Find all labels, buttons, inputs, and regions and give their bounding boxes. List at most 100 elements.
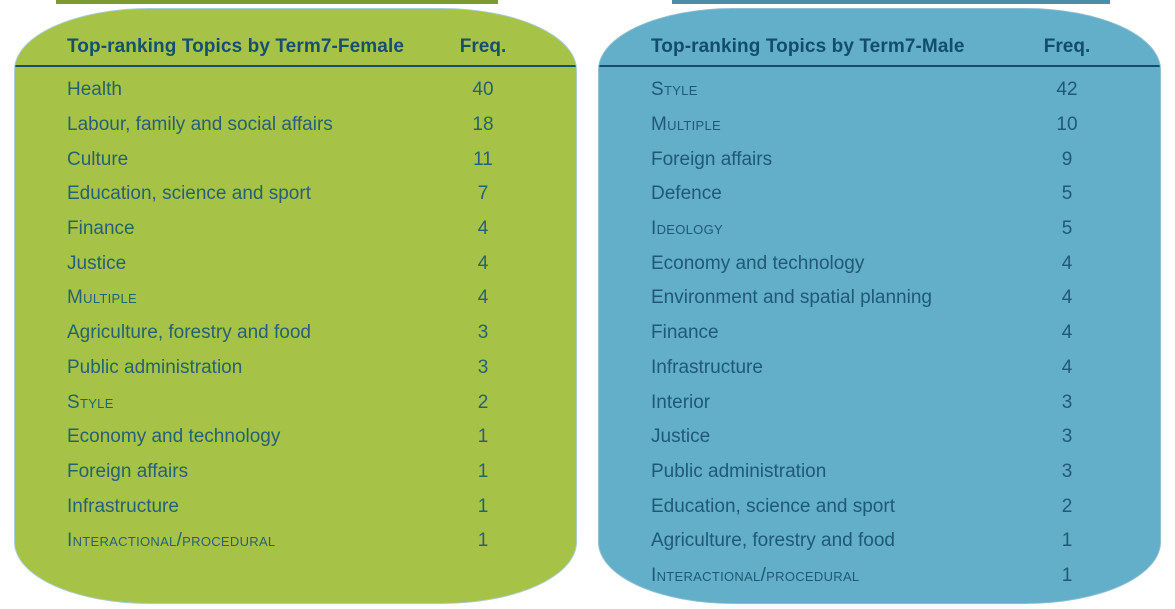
- freq-value: 1: [1061, 564, 1073, 586]
- freq-value: 5: [1061, 218, 1073, 240]
- table-row: Style 2: [15, 385, 576, 420]
- table-title: Top-ranking Topics by Term7-Male: [651, 36, 965, 57]
- topic-label: Style: [651, 79, 698, 101]
- table-row: Finance 4: [15, 212, 576, 247]
- table-row: Culture 11: [15, 142, 576, 177]
- table-row: Labour, family and social affairs 18: [15, 108, 576, 143]
- freq-value: 4: [477, 218, 489, 240]
- table-row: Ideology 5: [599, 212, 1160, 247]
- table-row: Defence 5: [599, 177, 1160, 212]
- freq-value: 4: [1061, 322, 1073, 344]
- topic-label: Public administration: [67, 356, 243, 378]
- freq-value: 4: [1061, 356, 1073, 378]
- freq-column-header: Freq.: [459, 36, 507, 57]
- freq-value: 3: [477, 322, 489, 344]
- freq-value: 9: [1061, 148, 1073, 170]
- topic-label: Finance: [67, 218, 135, 240]
- table-row: Multiple 4: [15, 281, 576, 316]
- topic-label: Education, science and sport: [67, 183, 311, 205]
- freq-value: 18: [472, 114, 494, 136]
- topic-label: Finance: [651, 322, 719, 344]
- table-row: Economy and technology 4: [599, 246, 1160, 281]
- header-divider: [15, 65, 576, 67]
- freq-value: 3: [477, 356, 489, 378]
- table-row: Public administration 3: [15, 351, 576, 386]
- cropped-strip-left: [56, 0, 498, 4]
- topic-label: Foreign affairs: [651, 148, 773, 170]
- freq-value: 3: [1061, 426, 1073, 448]
- freq-value: 3: [1061, 391, 1073, 413]
- freq-value: 4: [477, 287, 489, 309]
- topic-label: Culture: [67, 148, 129, 170]
- freq-value: 1: [1061, 530, 1073, 552]
- topic-label: Health: [67, 79, 122, 101]
- table-row: Education, science and sport 2: [599, 489, 1160, 524]
- freq-column-header: Freq.: [1043, 36, 1091, 57]
- header-divider: [599, 65, 1160, 67]
- freq-value: 4: [1061, 287, 1073, 309]
- table-row: Foreign affairs 1: [15, 455, 576, 490]
- freq-value: 2: [1061, 495, 1073, 517]
- topic-label: Style: [67, 391, 114, 413]
- table-row: Infrastructure 1: [15, 489, 576, 524]
- topic-label: Economy and technology: [651, 252, 865, 274]
- topic-label: Interior: [651, 391, 711, 413]
- freq-value: 1: [477, 495, 489, 517]
- topic-label: Justice: [67, 252, 127, 274]
- topic-label: Justice: [651, 426, 711, 448]
- table-header: Top-ranking Topics by Term7-Female Freq.: [15, 36, 576, 58]
- freq-value: 4: [1061, 252, 1073, 274]
- freq-value: 4: [477, 252, 489, 274]
- topic-label: Public administration: [651, 460, 827, 482]
- topic-label: Infrastructure: [651, 356, 763, 378]
- freq-value: 11: [473, 148, 493, 170]
- freq-value: 5: [1061, 183, 1073, 205]
- table-row: Justice 3: [599, 420, 1160, 455]
- freq-value: 42: [1056, 79, 1078, 101]
- topic-label: Labour, family and social affairs: [67, 114, 333, 136]
- table-row: Justice 4: [15, 246, 576, 281]
- cropped-strip-right: [672, 0, 1110, 4]
- table-row: Multiple 10: [599, 108, 1160, 143]
- freq-value: 1: [477, 460, 489, 482]
- table-row: Interactional/procedural 1: [599, 559, 1160, 594]
- freq-value: 1: [477, 530, 489, 552]
- table-row: Health 40: [15, 73, 576, 108]
- table-rows: Style 42 Multiple 10 Foreign affairs 9 Defence…: [599, 73, 1160, 593]
- table-row: Agriculture, forestry and food 3: [15, 316, 576, 351]
- topic-label: Defence: [651, 183, 722, 205]
- topic-label: Foreign affairs: [67, 460, 189, 482]
- topic-label: Agriculture, forestry and food: [67, 322, 311, 344]
- freq-value: 7: [477, 183, 489, 205]
- topic-label: Ideology: [651, 218, 723, 240]
- topic-label: Interactional/procedural: [67, 530, 276, 552]
- table-rows: Health 40 Labour, family and social affair…: [15, 73, 576, 559]
- table-row: Infrastructure 4: [599, 351, 1160, 386]
- table-row: Finance 4: [599, 316, 1160, 351]
- table-row: Agriculture, forestry and food 1: [599, 524, 1160, 559]
- table-row: Interactional/procedural 1: [15, 524, 576, 559]
- freq-value: 10: [1056, 114, 1078, 136]
- table-title: Top-ranking Topics by Term7-Female: [67, 36, 405, 57]
- freq-value: 2: [477, 391, 489, 413]
- topic-label: Multiple: [67, 287, 138, 309]
- freq-value: 3: [1061, 460, 1073, 482]
- male-topics-table: Top-ranking Topics by Term7-Male Freq. S…: [598, 8, 1161, 604]
- table-row: Public administration 3: [599, 455, 1160, 490]
- topic-label: Education, science and sport: [651, 495, 895, 517]
- topic-label: Economy and technology: [67, 426, 281, 448]
- table-row: Education, science and sport 7: [15, 177, 576, 212]
- table-row: Foreign affairs 9: [599, 142, 1160, 177]
- topic-label: Environment and spatial planning: [651, 287, 932, 309]
- table-row: Style 42: [599, 73, 1160, 108]
- topic-label: Interactional/procedural: [651, 564, 860, 586]
- freq-value: 1: [477, 426, 489, 448]
- topic-label: Multiple: [651, 114, 722, 136]
- table-row: Economy and technology 1: [15, 420, 576, 455]
- table-row: Environment and spatial planning 4: [599, 281, 1160, 316]
- table-header: Top-ranking Topics by Term7-Male Freq.: [599, 36, 1160, 58]
- topic-label: Agriculture, forestry and food: [651, 530, 895, 552]
- female-topics-table: Top-ranking Topics by Term7-Female Freq.…: [14, 8, 577, 604]
- table-row: Interior 3: [599, 385, 1160, 420]
